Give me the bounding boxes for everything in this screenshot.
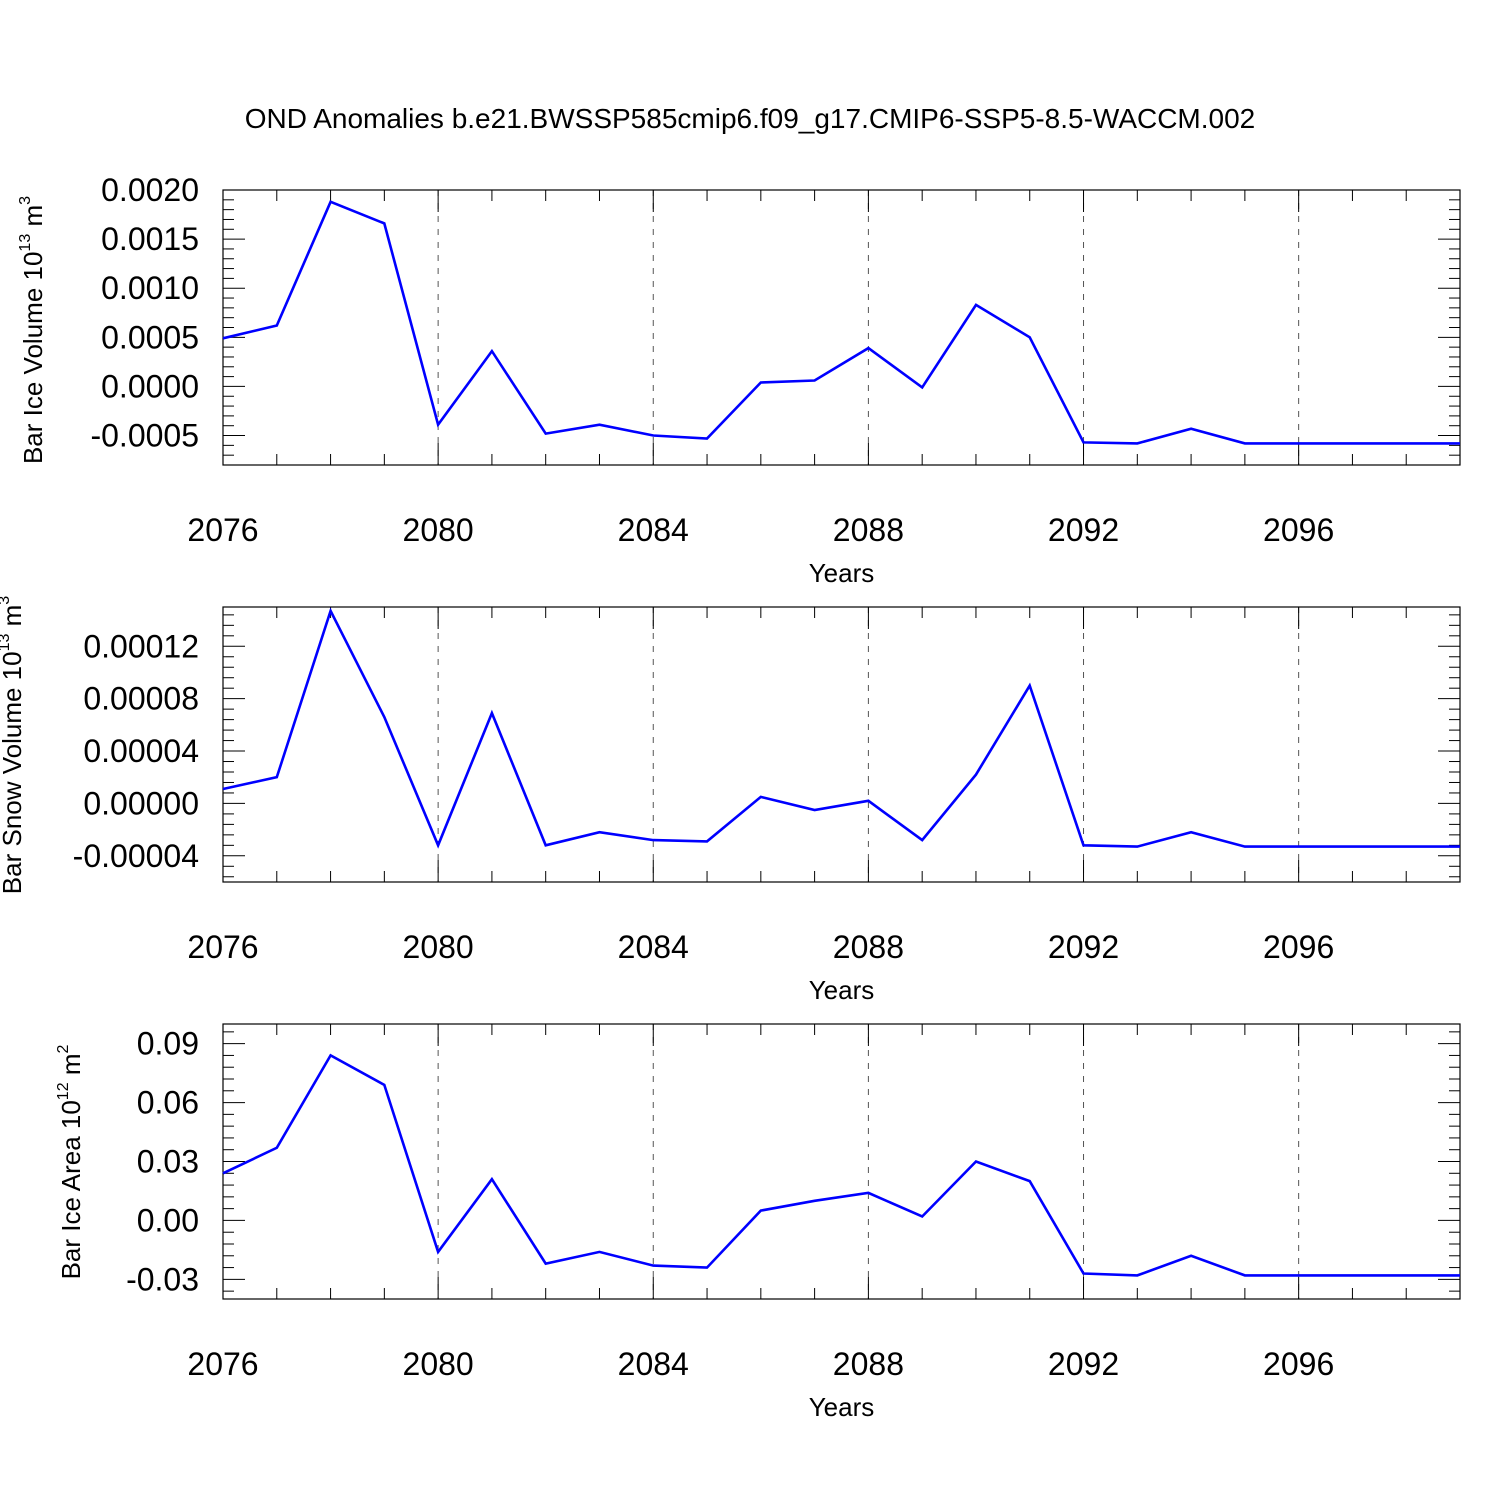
x-tick-label: 2088 [833,1346,904,1382]
x-tick-label: 2084 [618,512,689,548]
y-axis-label-ylabel-exp: 13 [0,633,13,651]
y-axis-label-ylabel-main: Bar Snow Volume 10 [0,651,27,894]
x-tick-label: 2096 [1263,1346,1334,1382]
x-tick-label: 2092 [1048,929,1119,965]
x-tick-label: 2080 [403,1346,474,1382]
y-axis-label-ylabel-exp: 13 [17,234,34,252]
y-tick-label: -0.00004 [73,838,199,874]
x-tick-label: 2092 [1048,512,1119,548]
panel-2: 2076 2080 2084 2088 2092 2096 -0.00004 0.00000 0… [0,596,1461,1005]
x-axis-label: Years [809,975,875,1005]
y-axis-label-ylabel-unit: m [56,1053,86,1082]
y-tick-label: 0.00 [137,1202,199,1238]
y-tick-label: 0.0015 [101,221,199,257]
series-line-1 [222,200,1460,445]
x-tick-label: 2084 [618,929,689,965]
plot-frame [222,606,1461,883]
x-tick-label: 2080 [403,512,474,548]
plot-frame [222,189,1461,466]
y-axis-label: Bar Ice Volume 1013 m3 [17,196,48,464]
series-line-1 [222,1053,1460,1277]
panel-3: 2076 2080 2084 2088 2092 2096 -0.03 0.00 0.03 0.0… [55,1023,1461,1422]
x-tick-label: 2076 [187,1346,258,1382]
y-axis-label-ylabel-main: Bar Ice Volume 10 [18,252,48,464]
y-axis-label-ylabel-unit: m [0,605,27,634]
x-tick-label: 2088 [833,512,904,548]
y-tick-label: 0.00012 [83,628,199,664]
x-tick-label: 2076 [187,929,258,965]
y-axis-label: Bar Snow Volume 1013 m3 [0,596,27,895]
y-tick-label: 0.0010 [101,270,199,306]
y-tick-label: 0.09 [137,1026,199,1062]
figure-title: OND Anomalies b.e21.BWSSP585cmip6.f09_g1… [245,103,1256,134]
y-tick-label: 0.03 [137,1144,199,1180]
y-tick-label: 0.00008 [83,681,199,717]
y-axis-label: Bar Ice Area 1012 m2 [55,1044,86,1279]
y-tick-label: -0.0005 [90,418,199,454]
y-axis-label-ylabel-main: Bar Ice Area 10 [56,1100,86,1279]
series-line-1 [222,607,1460,849]
x-tick-label: 2096 [1263,512,1334,548]
plot-frame [222,1023,1461,1300]
x-tick-label: 2080 [403,929,474,965]
y-tick-label: 0.00004 [83,733,199,769]
y-tick-label: 0.00000 [83,785,199,821]
y-tick-label: -0.03 [126,1261,199,1297]
panels-container: 2076 2080 2084 2088 2092 2096 -0.0005 0.0000 0.0… [0,172,1461,1422]
panel-1: 2076 2080 2084 2088 2092 2096 -0.0005 0.0000 0.0… [17,172,1461,588]
x-tick-label: 2076 [187,512,258,548]
x-axis-label: Years [809,1392,875,1422]
y-axis-label-ylabel-unit-exp: 2 [55,1044,72,1053]
y-axis-label-ylabel-unit-exp: 3 [17,196,34,205]
y-tick-label: 0.06 [137,1085,199,1121]
x-tick-label: 2096 [1263,929,1334,965]
x-axis-label: Years [809,558,875,588]
x-tick-label: 2092 [1048,1346,1119,1382]
y-axis-label-ylabel-exp: 12 [55,1082,72,1100]
y-axis-label-ylabel-unit: m [18,205,48,234]
y-tick-label: 0.0020 [101,172,199,208]
x-tick-label: 2084 [618,1346,689,1382]
y-axis-label-ylabel-unit-exp: 3 [0,596,13,605]
y-tick-label: 0.0005 [101,319,199,355]
y-tick-label: 0.0000 [101,368,199,404]
x-tick-label: 2088 [833,929,904,965]
